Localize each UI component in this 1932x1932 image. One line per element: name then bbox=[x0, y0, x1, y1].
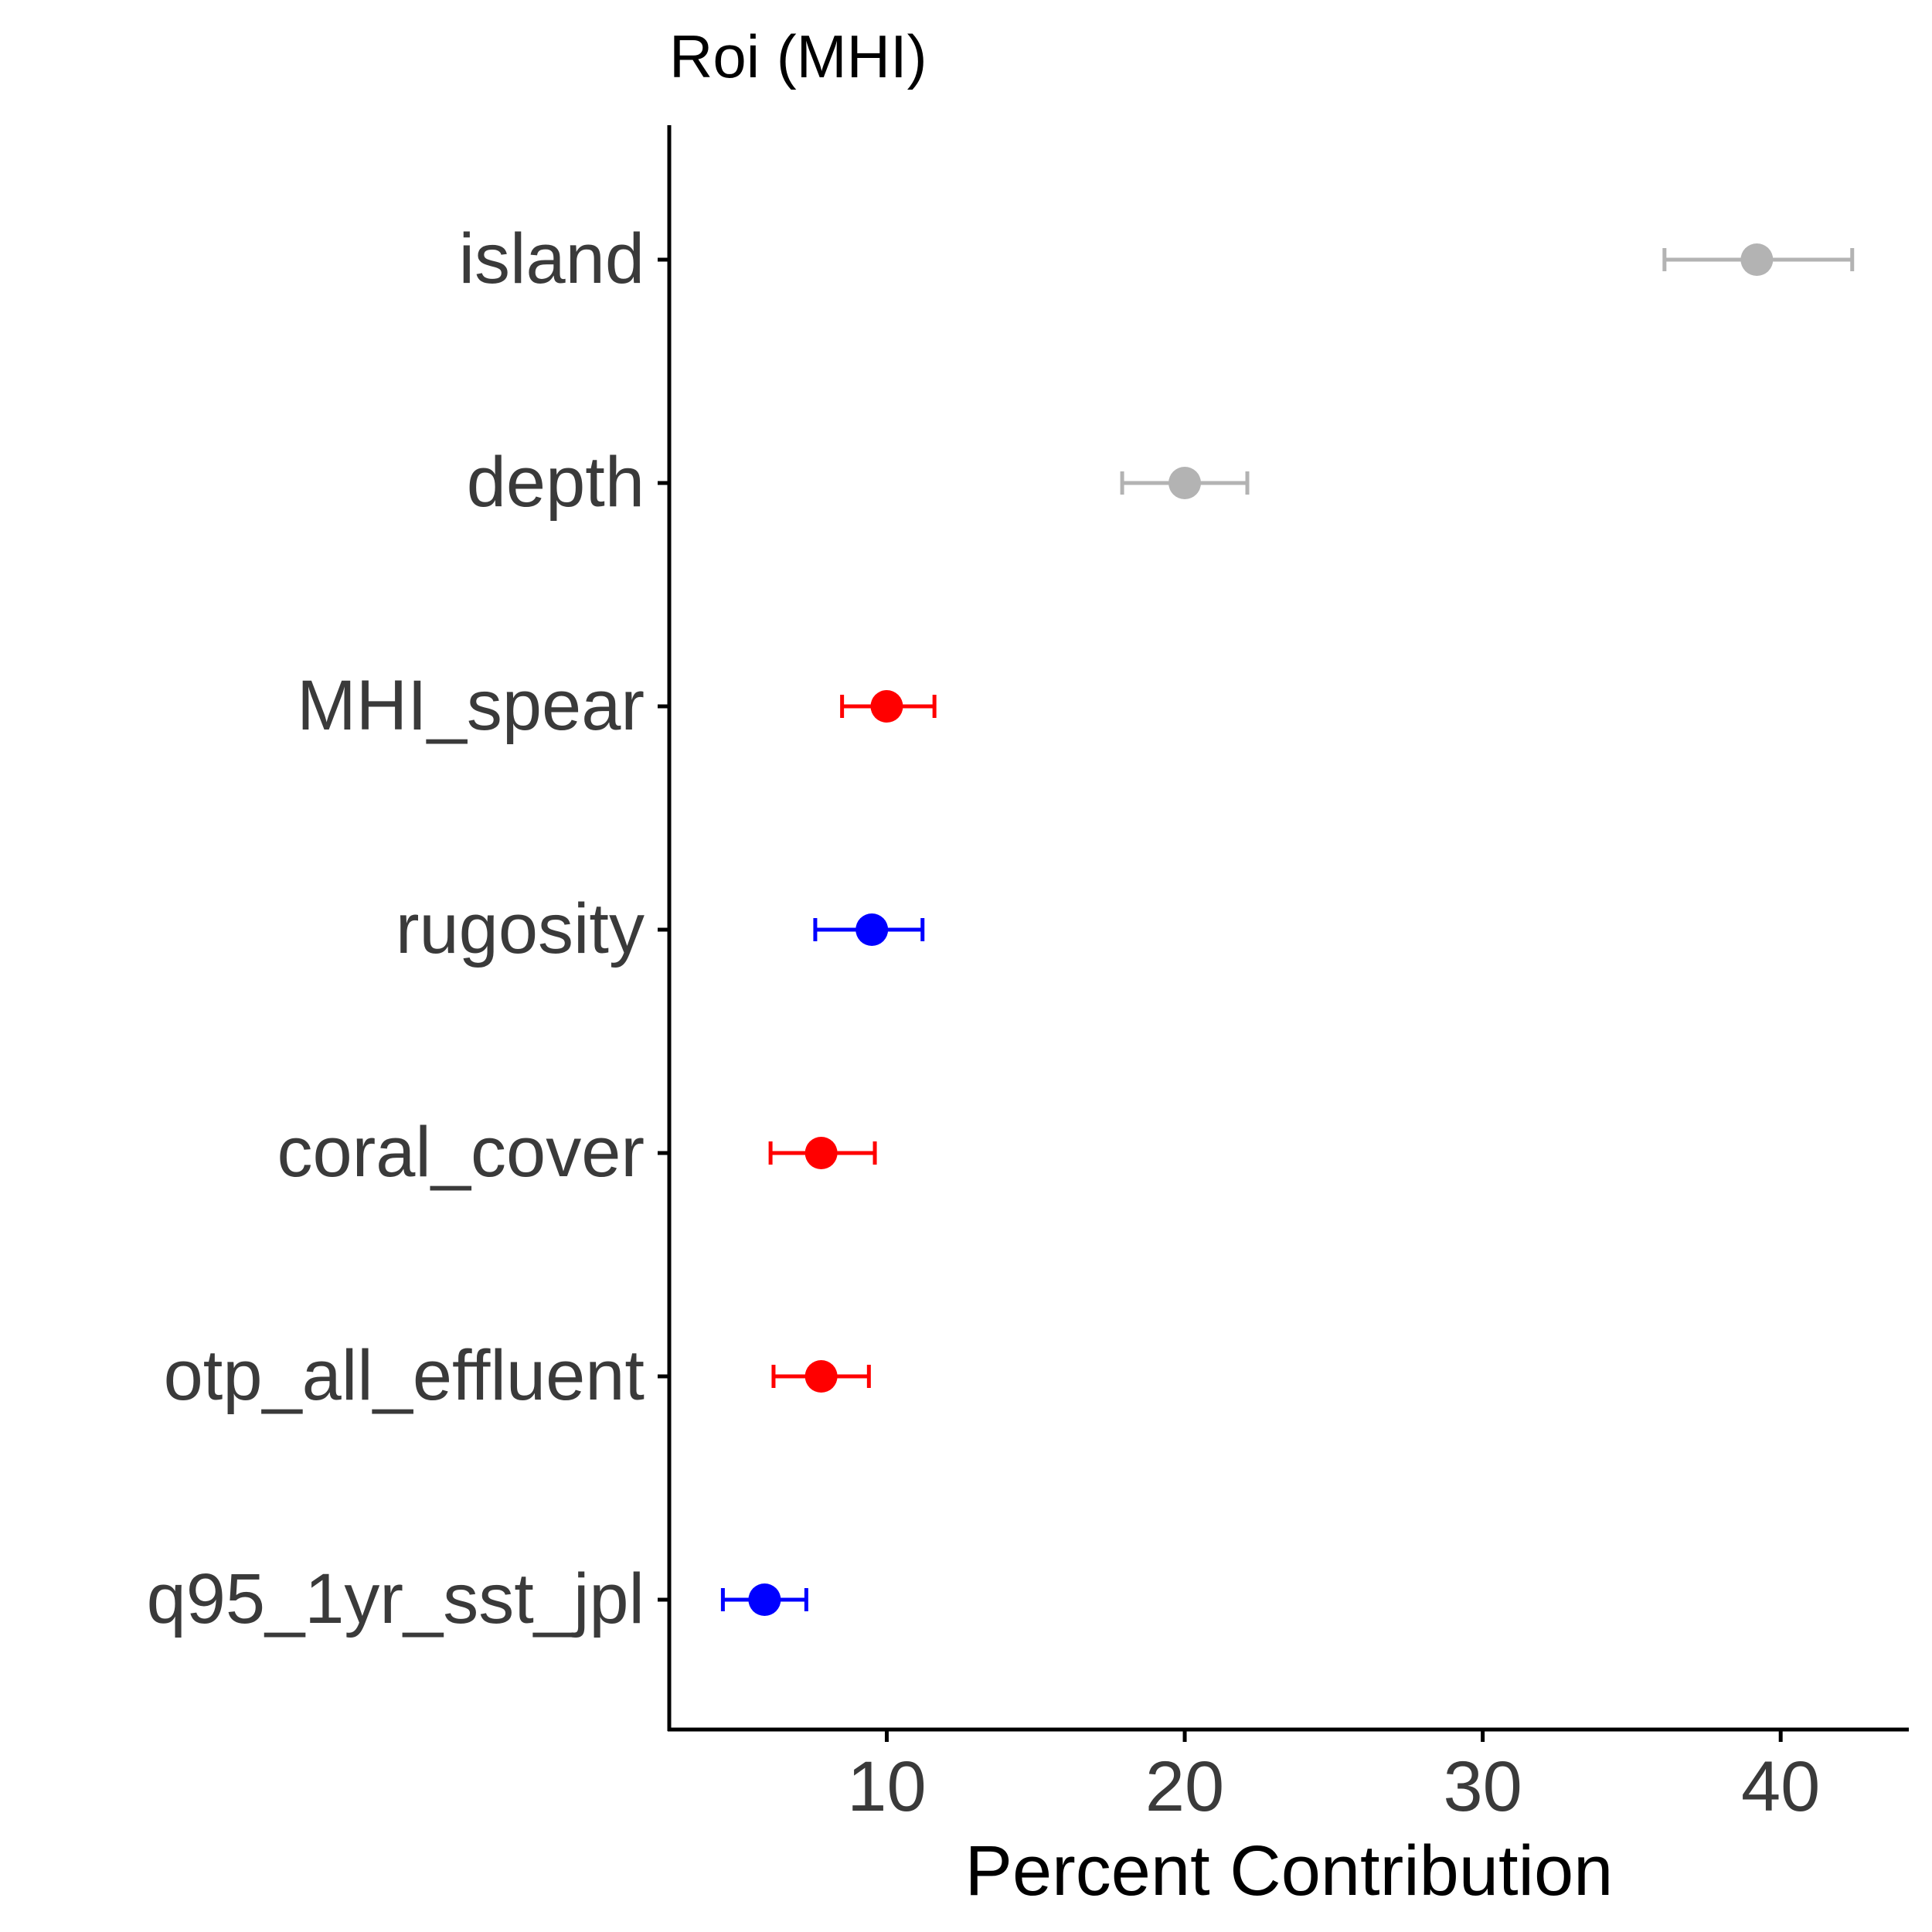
data-point-rugosity bbox=[813, 913, 925, 946]
y-tick-label: depth bbox=[467, 443, 645, 522]
x-tick-label: 40 bbox=[1741, 1747, 1820, 1826]
point-marker bbox=[804, 1360, 838, 1393]
x-axis-ticks: 10 20 30 40 bbox=[847, 1730, 1820, 1826]
y-tick-label: MHI_spear bbox=[297, 666, 645, 745]
y-tick-label: rugosity bbox=[396, 889, 645, 968]
data-point-otp-all-effluent bbox=[771, 1360, 871, 1393]
data-point-mhi-spear bbox=[840, 690, 937, 723]
data-point-q95-1yr-sst-jpl bbox=[720, 1583, 808, 1616]
point-marker bbox=[1168, 467, 1202, 499]
y-tick-label: q95_1yr_sst_jpl bbox=[147, 1560, 645, 1638]
y-tick-label: coral_cover bbox=[277, 1113, 645, 1192]
point-marker bbox=[870, 690, 903, 723]
point-marker bbox=[748, 1583, 781, 1616]
chart-title: Roi (MHI) bbox=[669, 22, 927, 90]
data-point-island bbox=[1662, 243, 1855, 276]
x-axis-title: Percent Contribution bbox=[965, 1832, 1614, 1910]
plot-area bbox=[720, 243, 1855, 1616]
x-tick-label: 20 bbox=[1145, 1747, 1224, 1826]
y-tick-label: otp_all_effluent bbox=[164, 1336, 645, 1415]
x-tick-label: 30 bbox=[1443, 1747, 1522, 1826]
point-marker bbox=[1740, 243, 1774, 276]
data-point-depth bbox=[1120, 467, 1250, 499]
x-tick-label: 10 bbox=[847, 1747, 926, 1826]
y-tick-label: island bbox=[459, 219, 645, 298]
point-marker bbox=[804, 1137, 838, 1169]
point-marker bbox=[855, 913, 889, 946]
y-axis-ticks: island depth MHI_spear rugosity coral_covero… bbox=[147, 219, 669, 1638]
data-point-coral-cover bbox=[768, 1137, 877, 1169]
